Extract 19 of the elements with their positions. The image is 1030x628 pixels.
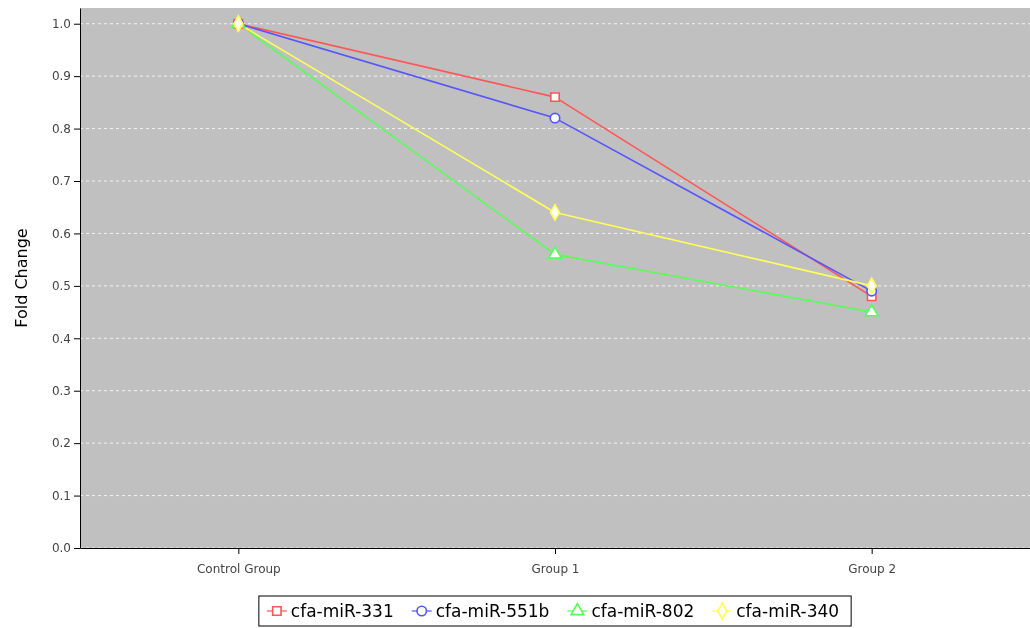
y-axis-title: Fold Change — [12, 228, 31, 328]
y-tick-label: 0.5 — [51, 279, 71, 294]
y-tick-label: 0.7 — [51, 174, 71, 189]
y-tick-label: 0.9 — [51, 69, 71, 84]
y-tick-label: 0.4 — [51, 331, 71, 346]
y-tick-label: 0.0 — [51, 541, 71, 556]
x-tick-label: Group 1 — [531, 561, 580, 576]
y-tick-label: 1.0 — [51, 17, 71, 32]
legend-label: cfa-miR-331 — [290, 601, 394, 621]
legend-label: cfa-miR-802 — [591, 601, 695, 621]
x-tick-label: Group 2 — [848, 561, 897, 576]
legend-label: cfa-miR-551b — [435, 601, 550, 621]
y-tick-label: 0.2 — [51, 436, 71, 451]
y-tick-label: 0.3 — [51, 384, 71, 399]
y-tick-label: 0.1 — [51, 488, 71, 503]
y-tick-label: 0.8 — [51, 121, 71, 136]
legend-label: cfa-miR-340 — [736, 601, 840, 621]
y-tick-label: 0.6 — [51, 226, 71, 241]
x-tick-label: Control Group — [196, 561, 281, 576]
